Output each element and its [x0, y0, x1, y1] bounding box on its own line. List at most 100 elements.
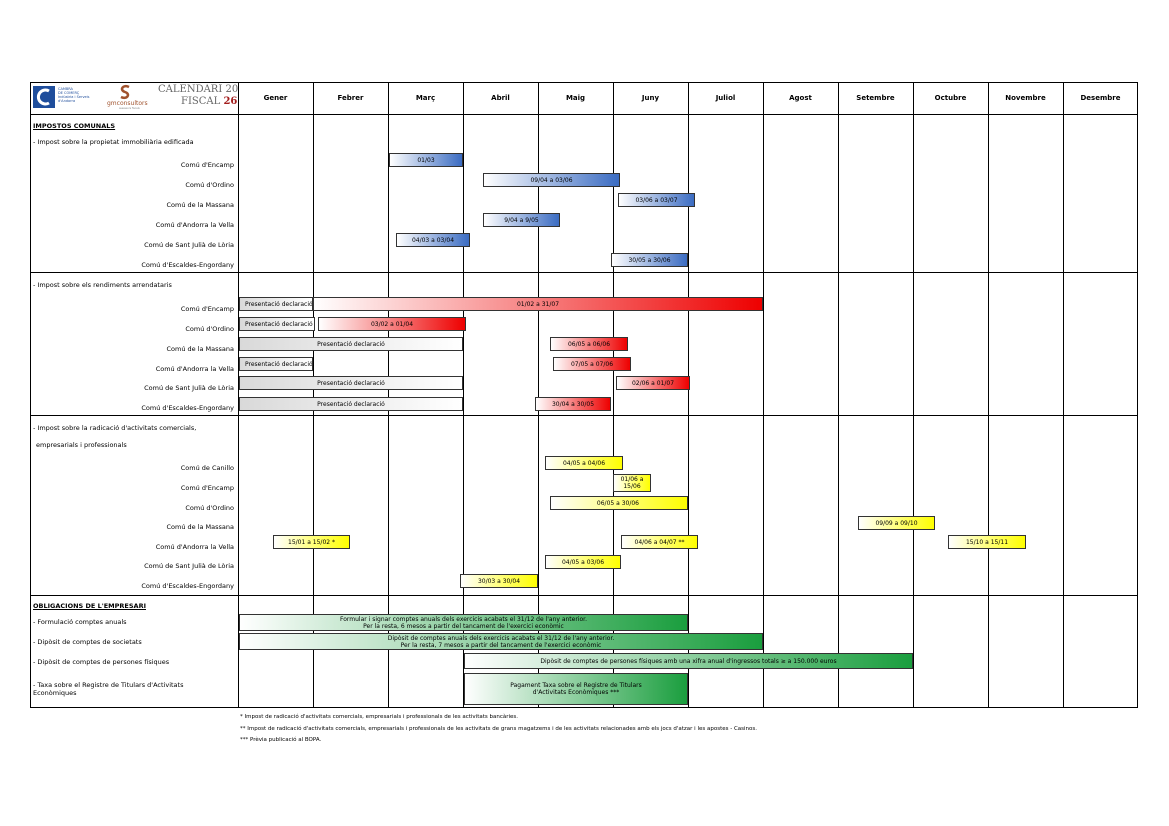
chamber-name-line: Indústria i Serveis: [58, 95, 90, 99]
deadline-bar: 04/06 a 04/07 **: [621, 535, 698, 549]
row-label: Comú d'Escaldes-Engordany: [141, 582, 234, 590]
row-label: - Dipòsit de comptes de societats: [33, 638, 142, 646]
deadline-bar: 07/05 a 07/06: [553, 357, 631, 371]
month-header: Abril: [491, 94, 510, 102]
deadline-bar: Formular i signar comptes anuals dels ex…: [239, 614, 688, 631]
grid-line: [538, 82, 539, 708]
footnote: * Impost de radicació d'activitats comer…: [240, 714, 519, 720]
presentation-bar: Presentació declaració: [239, 376, 463, 390]
deadline-bar: 04/05 a 03/06: [545, 555, 621, 569]
presentation-bar: Presentació declaració: [239, 337, 463, 351]
deadline-bar: 03/02 a 01/04: [318, 317, 466, 331]
row-label: - Formulació comptes anuals: [33, 618, 127, 626]
deadline-bar: 01/03: [389, 153, 463, 167]
header-divider: [30, 114, 1138, 115]
deadline-bar-line: Dipòsit de comptes anuals dels exercicis…: [387, 634, 615, 642]
deadline-bar: 30/05 a 30/06: [611, 253, 688, 267]
deadline-bar: Dipòsit de comptes anuals dels exercicis…: [239, 633, 763, 650]
month-header: Febrer: [337, 94, 364, 102]
month-header: Setembre: [856, 94, 895, 102]
row-label: Comú de Sant Julià de Lòria: [144, 241, 234, 249]
deadline-bar-line: 01/06 a: [620, 476, 644, 483]
deadline-bar-line: Pagament Taxa sobre el Registre de Titul…: [510, 682, 642, 689]
deadline-bar-line: Per la resta, 7 mesos a partir del tanca…: [400, 641, 602, 649]
row-label: Comú d'Andorra la Vella: [155, 221, 234, 229]
deadline-bar: 9/04 a 9/05: [483, 213, 560, 227]
deadline-bar: Pagament Taxa sobre el Registre de Titul…: [464, 673, 688, 705]
firm-tagline: assessors fiscals: [119, 107, 140, 110]
grid-line: [388, 82, 389, 708]
row-label: Comú d'Ordino: [185, 181, 234, 189]
row-label: Comú d'Encamp: [180, 161, 234, 169]
month-header: Juny: [641, 94, 660, 102]
calendar-title-line1: CALENDARI 20: [158, 84, 238, 95]
chamber-name-line: CAMBRA: [58, 87, 73, 91]
section-divider: [30, 595, 1138, 596]
chamber-logo-icon: [33, 86, 55, 108]
month-header: Novembre: [1005, 94, 1046, 102]
deadline-bar: 04/05 a 04/06: [545, 456, 623, 470]
title-word: FISCAL: [181, 96, 221, 107]
month-header: Octubre: [934, 94, 967, 102]
subsection-title: - Impost sobre els rendiments arrendatar…: [33, 281, 172, 289]
deadline-bar: 09/04 a 03/06: [483, 173, 620, 187]
deadline-bar: 01/06 a 15/06: [613, 474, 651, 492]
deadline-bar: 15/01 a 15/02 *: [273, 535, 350, 549]
row-label: Comú de Sant Julià de Lòria: [144, 562, 234, 570]
chamber-name: CAMBRA DE COMERÇ Indústria i Serveis d'A…: [58, 87, 89, 103]
subsection-title: - Impost sobre la propietat immobiliària…: [33, 138, 194, 146]
grid-line: [463, 82, 464, 708]
row-label: Comú d'Encamp: [180, 305, 234, 313]
row-label: Comú d'Escaldes-Engordany: [141, 404, 234, 412]
subsection-title: - Impost sobre la radicació d'activitats…: [33, 424, 197, 432]
deadline-bar: 04/03 a 03/04: [396, 233, 470, 247]
calendar-frame: [30, 82, 1138, 708]
row-label: Econòmiques: [33, 689, 77, 697]
deadline-bar-line: d'Activitats Econòmiques ***: [532, 689, 620, 696]
title-year: 20: [225, 84, 239, 95]
section-title: IMPOSTOS COMUNALS: [33, 122, 116, 130]
chamber-name-line: d'Andorra: [58, 99, 76, 103]
deadline-bar: Dipòsit de comptes de persones físiques …: [464, 653, 913, 669]
deadline-bar-line: Formular i signar comptes anuals dels ex…: [340, 615, 587, 623]
month-header: Maig: [565, 94, 586, 102]
row-label: Comú d'Ordino: [185, 325, 234, 333]
grid-line: [838, 82, 839, 708]
grid-line: [313, 82, 314, 708]
deadline-bar: 30/04 a 30/05: [535, 397, 611, 411]
row-label: Comú d'Andorra la Vella: [155, 543, 234, 551]
month-header: Agost: [789, 94, 812, 102]
subsection-title: empresarials i professionals: [36, 441, 127, 449]
row-label: - Dipòsit de comptes de persones físique…: [33, 658, 170, 666]
row-label: Comú de la Massana: [166, 523, 234, 531]
grid-line: [763, 82, 764, 708]
deadline-bar: 15/10 a 15/11: [948, 535, 1026, 549]
presentation-bar: Presentació declaració: [239, 297, 313, 311]
row-label: Comú d'Ordino: [185, 504, 234, 512]
title-year: 26: [223, 96, 238, 107]
grid-line: [1063, 82, 1064, 708]
deadline-bar: 30/03 a 30/04: [460, 574, 538, 588]
month-header: Desembre: [1080, 94, 1121, 102]
calendar-title-line2: FISCAL 26: [181, 96, 237, 107]
presentation-bar: Presentació declaració: [239, 397, 463, 411]
row-label: Comú d'Encamp: [180, 484, 234, 492]
grid-line: [913, 82, 914, 708]
firm-logo-icon: [120, 84, 130, 100]
grid-line: [688, 82, 689, 708]
row-label: Comú de Canillo: [180, 464, 234, 472]
grid-line: [613, 82, 614, 708]
row-label: Comú de Sant Julià de Lòria: [144, 384, 234, 392]
month-header: Març: [415, 94, 436, 102]
row-label: Comú de la Massana: [166, 345, 234, 353]
section-title: OBLIGACIONS DE L'EMPRESARI: [33, 602, 146, 610]
presentation-bar: Presentació declaració: [239, 357, 313, 371]
row-label: - Taxa sobre el Registre de Titulars d'A…: [33, 681, 184, 689]
row-label: Comú de la Massana: [166, 201, 234, 209]
presentation-bar: Presentació declaració: [239, 317, 315, 331]
deadline-bar: 02/06 a 01/07: [616, 376, 690, 390]
header-logos: CAMBRA DE COMERÇ Indústria i Serveis d'A…: [33, 84, 238, 112]
row-label: Comú d'Escaldes-Engordany: [141, 261, 234, 269]
footnote: ** Impost de radicació d'activitats come…: [240, 726, 758, 732]
firm-name: gmconsultors: [107, 100, 148, 107]
